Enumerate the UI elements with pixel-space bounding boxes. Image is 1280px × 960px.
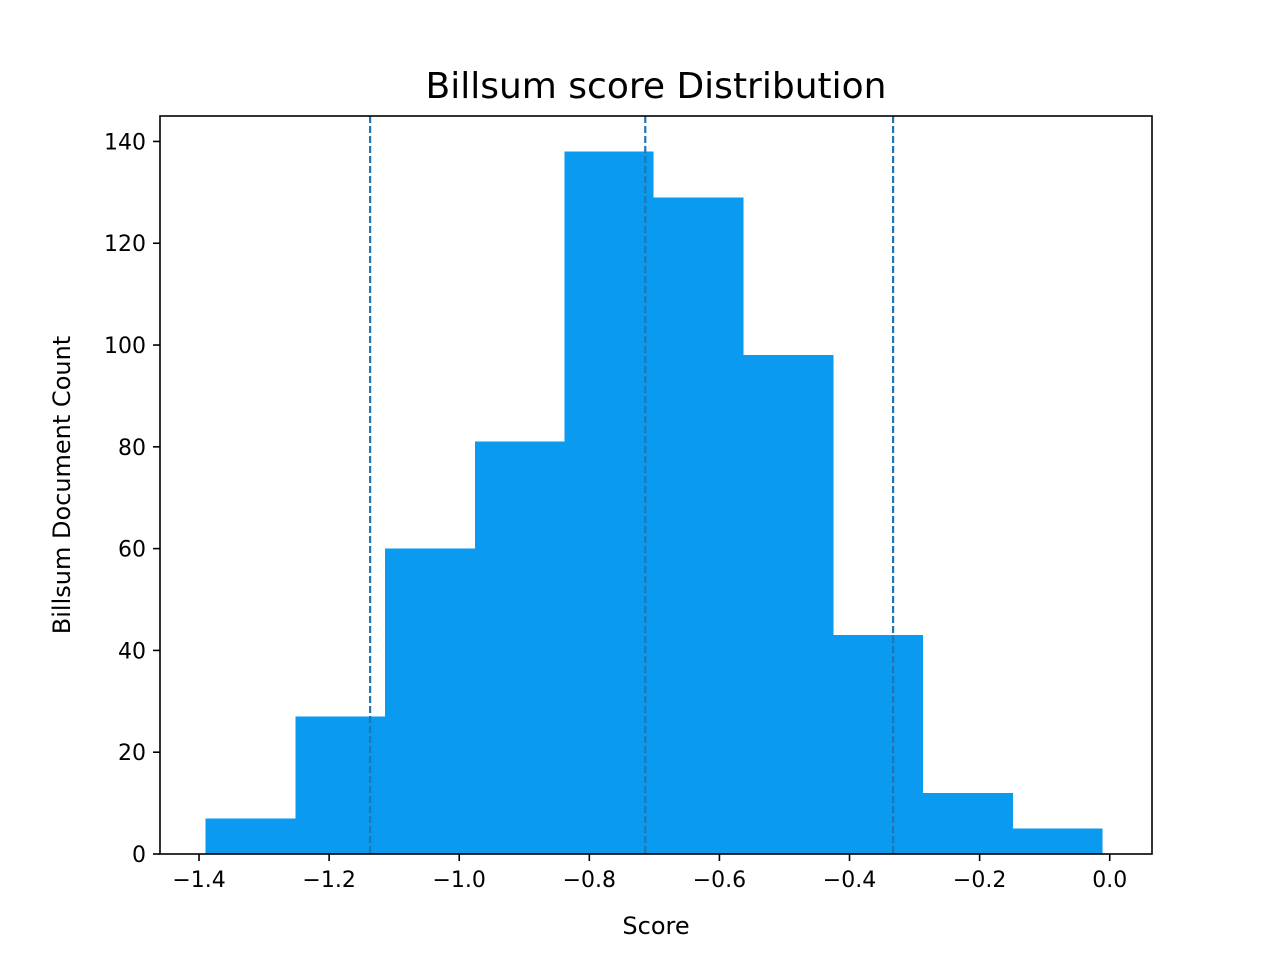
histogram-bar [833, 635, 923, 854]
histogram-bar [743, 355, 833, 854]
x-tick-label: −0.2 [953, 868, 1006, 893]
x-tick-label: 0.0 [1092, 868, 1127, 893]
x-tick-label: −1.2 [302, 868, 355, 893]
y-tick-label: 100 [104, 334, 146, 359]
x-tick-label: −1.0 [433, 868, 486, 893]
y-tick-label: 60 [118, 538, 146, 563]
y-tick-label: 80 [118, 436, 146, 461]
x-tick-label: −0.6 [693, 868, 746, 893]
x-tick-label: −1.4 [172, 868, 225, 893]
x-tick-label: −0.4 [823, 868, 876, 893]
y-tick-label: 120 [104, 232, 146, 257]
y-tick-label: 20 [118, 741, 146, 766]
histogram-bar [654, 197, 744, 854]
histogram-bar [565, 152, 654, 854]
histogram-bar [1013, 829, 1103, 854]
histogram-bar [385, 549, 475, 854]
y-axis: 0 20 40 60 80 100 120 140 [104, 130, 160, 868]
y-tick-label: 40 [118, 639, 146, 664]
histogram-bar [475, 442, 565, 854]
histogram-bar [923, 793, 1013, 854]
y-axis-label: Billsum Document Count [48, 336, 76, 634]
x-axis-label: Score [622, 912, 689, 940]
y-tick-label: 0 [132, 843, 146, 868]
chart-title: Billsum score Distribution [426, 66, 887, 107]
x-tick-label: −0.8 [563, 868, 616, 893]
histogram-bar [295, 717, 385, 854]
histogram-bar [206, 818, 296, 854]
y-tick-label: 140 [104, 130, 146, 155]
x-axis: −1.4 −1.2 −1.0 −0.8 −0.6 −0.4 −0.2 0.0 [172, 854, 1127, 893]
histogram-bars [206, 152, 1103, 854]
